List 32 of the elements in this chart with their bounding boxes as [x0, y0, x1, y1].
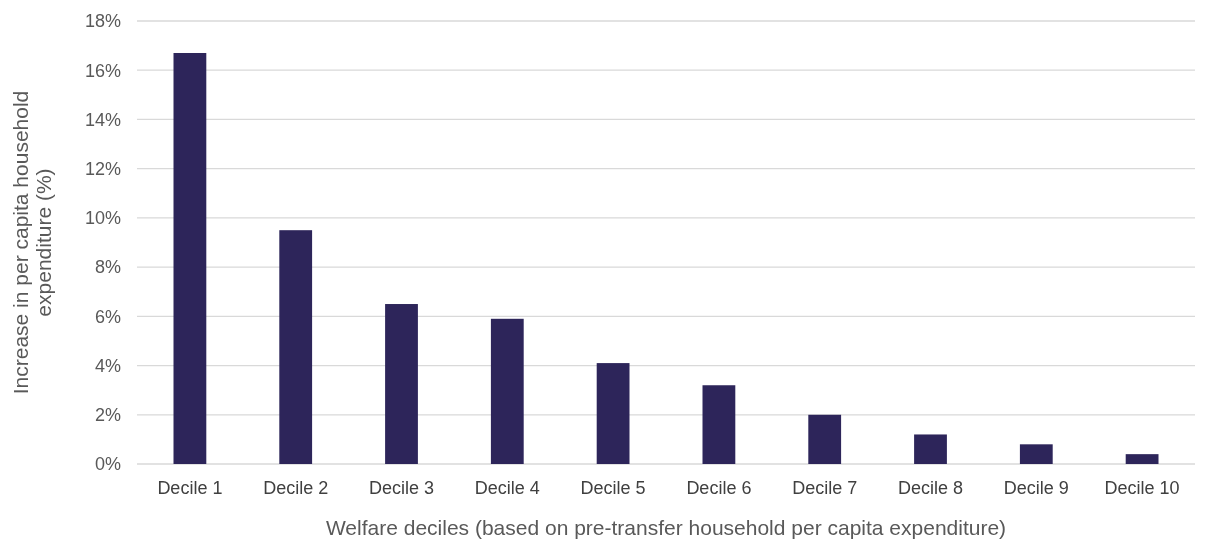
- bar: [279, 230, 313, 464]
- bar: [1125, 454, 1159, 464]
- y-tick-label: 18%: [84, 11, 121, 32]
- x-axis-title: Welfare deciles (based on pre-transfer household per capita expenditure): [325, 516, 1007, 539]
- y-tick-label: 2%: [94, 405, 121, 426]
- y-tick-label: 14%: [84, 109, 121, 130]
- y-tick-label: 4%: [94, 355, 121, 376]
- x-tick-label: Decile 5: [580, 478, 646, 498]
- bar: [914, 434, 947, 464]
- bar: [596, 363, 630, 464]
- x-tick-label: Decile 9: [1003, 478, 1069, 498]
- y-tick-label: 10%: [84, 208, 121, 229]
- bar: [490, 318, 524, 464]
- bar: [173, 52, 207, 464]
- x-tick-label: Decile 8: [897, 478, 964, 498]
- x-tick-label: Decile 2: [263, 478, 329, 498]
- bar: [1019, 444, 1053, 464]
- y-tick-label: 8%: [94, 257, 121, 278]
- bar: [702, 385, 736, 464]
- bar: [385, 304, 418, 464]
- y-tick-label: 16%: [84, 60, 121, 81]
- y-tick-label: 0%: [94, 454, 121, 475]
- x-tick-label: Decile 1: [157, 478, 223, 498]
- x-tick-label: Decile 7: [792, 478, 858, 498]
- x-tick-label: Decile 3: [368, 478, 435, 498]
- y-tick-label: 12%: [84, 158, 121, 179]
- bar: [808, 414, 842, 464]
- x-tick-label: Decile 4: [474, 478, 540, 498]
- y-tick-label: 6%: [94, 306, 121, 327]
- x-tick-label: Decile 10: [1104, 478, 1180, 498]
- y-axis-title: Increase in per capita household expenditure (%): [8, 90, 55, 395]
- x-tick-label: Decile 6: [686, 478, 752, 498]
